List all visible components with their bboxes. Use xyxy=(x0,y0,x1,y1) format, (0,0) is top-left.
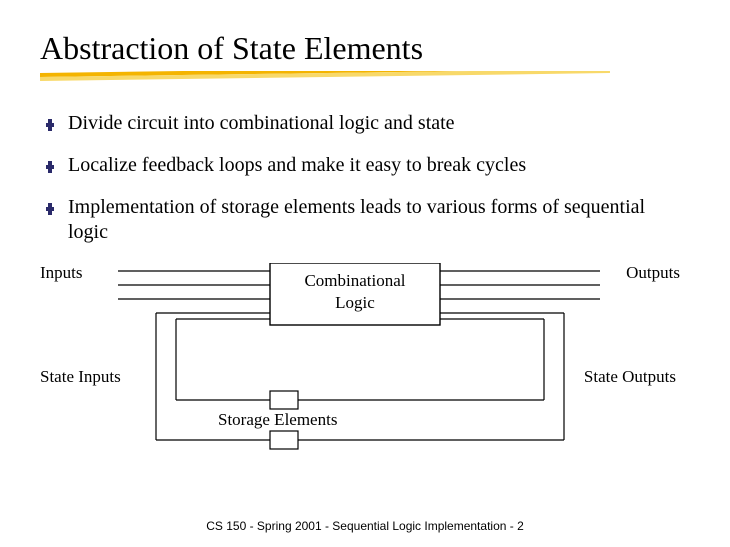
bullet-text: Implementation of storage elements leads… xyxy=(68,195,690,245)
slide-footer: CS 150 - Spring 2001 - Sequential Logic … xyxy=(0,519,730,533)
bullet-item: Implementation of storage elements leads… xyxy=(46,195,690,245)
bullet-item: Localize feedback loops and make it easy… xyxy=(46,153,690,181)
slide-title: Abstraction of State Elements xyxy=(40,30,690,67)
state-diagram: Inputs Outputs State Inputs State Output… xyxy=(40,263,680,463)
label-state-outputs: State Outputs xyxy=(584,367,676,387)
label-storage: Storage Elements xyxy=(218,410,337,430)
bullet-list: Divide circuit into combinational logic … xyxy=(46,111,690,245)
bullet-marker-icon xyxy=(46,156,58,181)
label-inputs: Inputs xyxy=(40,263,83,283)
bullet-marker-icon xyxy=(46,114,58,139)
label-state-inputs: State Inputs xyxy=(40,367,121,387)
bullet-item: Divide circuit into combinational logic … xyxy=(46,111,690,139)
title-underline xyxy=(40,71,620,81)
bullet-text: Divide circuit into combinational logic … xyxy=(68,111,690,136)
bullet-marker-icon xyxy=(46,198,58,223)
label-comb-logic-2: Logic xyxy=(298,293,412,313)
label-outputs: Outputs xyxy=(626,263,680,283)
bullet-text: Localize feedback loops and make it easy… xyxy=(68,153,690,178)
label-comb-logic-1: Combinational xyxy=(298,271,412,291)
